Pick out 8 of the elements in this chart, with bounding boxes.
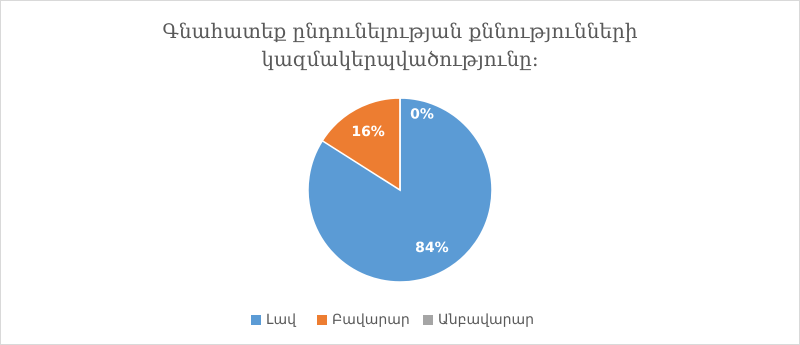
legend-label: Անբավարար [438,312,534,328]
text: 0% [410,106,434,123]
data-label: 84% [415,240,449,256]
data-label: 16% [351,124,385,140]
chart-title: Գնահատեք ընդունելության քննությունների կազմակերպվածությունը: [162,19,638,71]
pie-slice [307,97,493,283]
legend-label: Բավարար [332,312,410,328]
legend-label: Լավ [266,312,298,328]
